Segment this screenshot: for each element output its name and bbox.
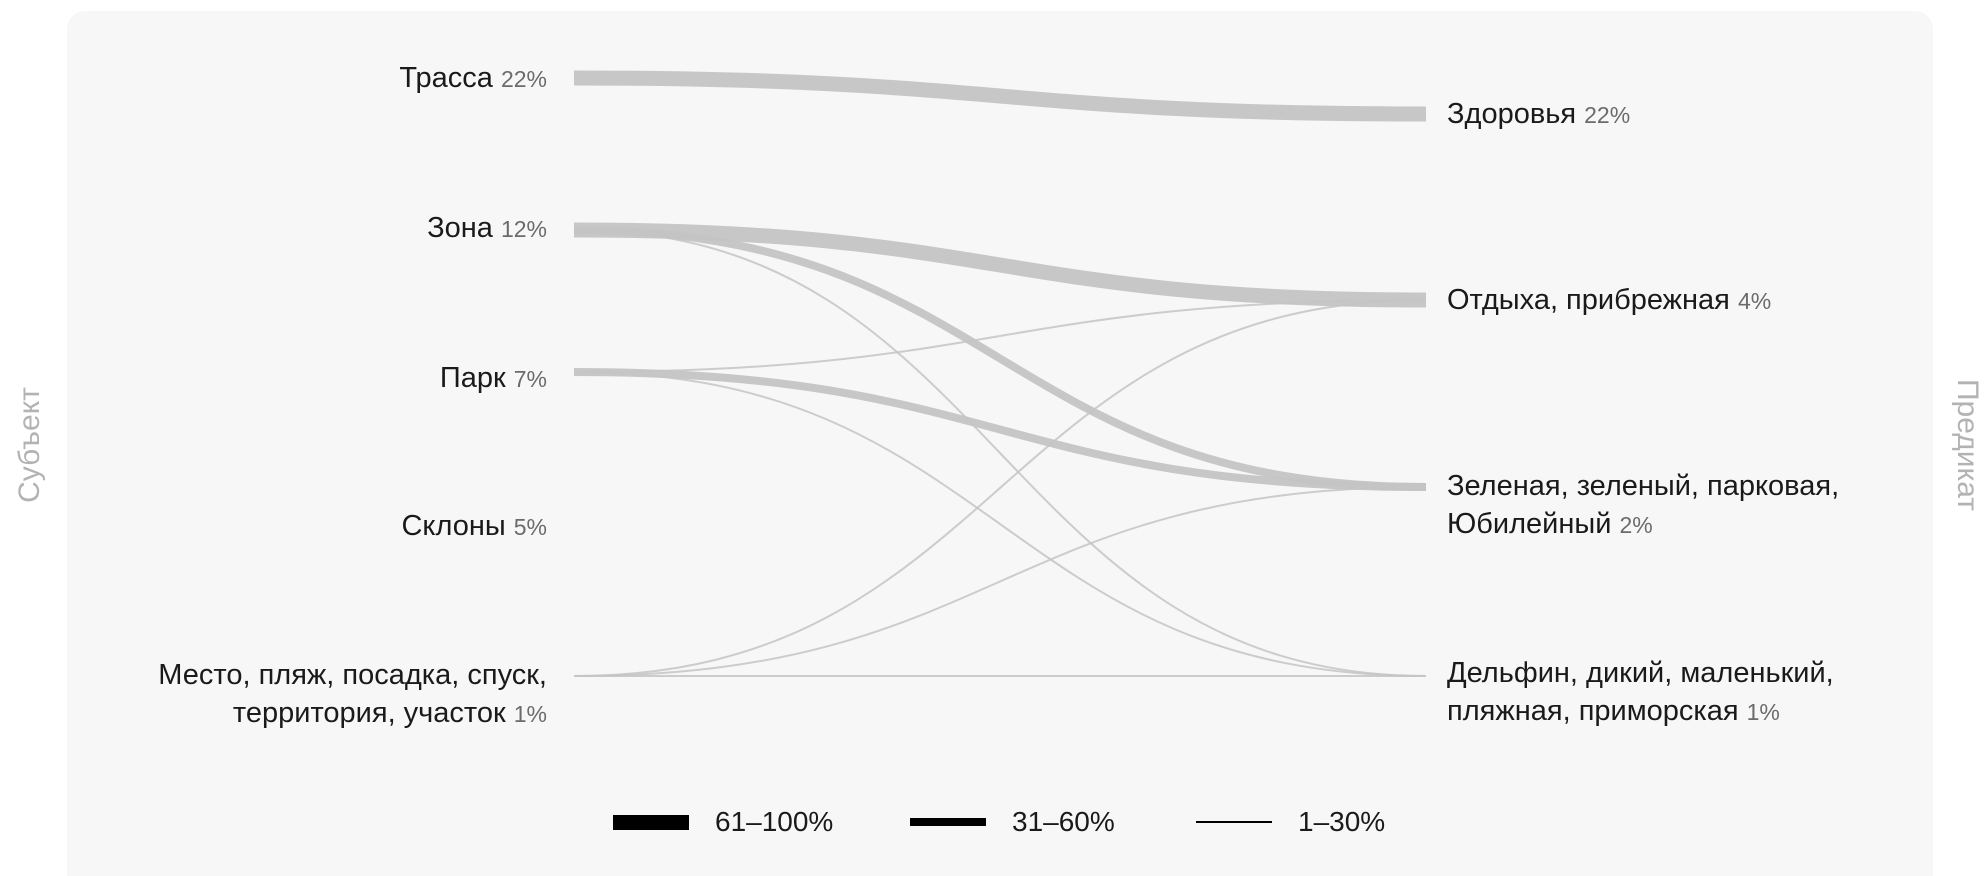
node-text: Здоровья [1447,98,1577,130]
flow-link-8 [573,486,1427,677]
node-text: Отдыха, прибрежная [1447,284,1730,316]
node-text: Место, пляж, посадка, спуск, [158,659,547,691]
node-text: Юбилейный [1447,508,1612,540]
node-percent: 22% [1584,102,1631,128]
node-text: пляжная, приморская [1447,695,1739,727]
node-text: Трасса [399,62,493,94]
node-percent: 4% [1737,288,1772,314]
right-node-delfin: Дельфин, дикий, маленький, пляжная, прим… [1447,654,1834,731]
flow-link-1 [573,222,1427,308]
legend-item-high: 61–100% [613,804,833,840]
left-node-trassa: Трасса 22% [399,59,547,98]
right-node-otdyha: Отдыха, прибрежная 4% [1447,281,1771,320]
flow-link-3 [573,229,1427,677]
left-node-zona: Зона 12% [427,209,547,248]
node-percent: 7% [513,366,547,392]
left-node-sklony: Склоны 5% [401,507,547,546]
flow-link-7 [573,299,1427,677]
node-text: Зеленая, зеленый, парковая, [1447,470,1840,502]
flow-link-0 [573,70,1427,122]
node-text: Парк [439,362,506,394]
right-axis-label: Предикат [1951,378,1984,512]
node-percent: 22% [500,66,547,92]
left-node-park: Парк 7% [440,359,547,398]
node-percent: 12% [500,216,547,242]
legend-line-medium [910,818,986,826]
legend-label: 1–30% [1298,806,1386,837]
legend-line-thin [1196,821,1272,823]
right-node-zdorovya: Здоровья 22% [1447,95,1630,134]
node-percent: 5% [513,514,547,540]
node-percent: 1% [1746,699,1780,725]
right-node-zelenaya: Зеленая, зеленый, парковая, Юбилейный 2% [1447,467,1839,544]
flow-link-2 [573,226,1427,491]
node-text: Зона [427,212,493,244]
legend-label: 31–60% [1012,806,1115,837]
legend-item-medium: 31–60% [910,804,1115,840]
left-node-mesto: Место, пляж, посадка, спуск, территория,… [158,656,547,733]
node-text: территория, участок [232,697,506,729]
node-percent: 2% [1619,512,1653,538]
node-text: Дельфин, дикий, маленький, [1447,657,1834,689]
chart-panel [67,11,1933,876]
node-percent: 1% [513,701,547,727]
flow-link-5 [573,299,1427,373]
flow-link-4 [573,368,1427,491]
legend-label: 61–100% [715,806,834,837]
node-text: Склоны [401,510,506,542]
legend-line-thick [613,814,689,830]
flow-link-6 [573,371,1427,677]
legend-item-low: 1–30% [1196,804,1385,840]
left-axis-label: Субъект [13,387,46,503]
